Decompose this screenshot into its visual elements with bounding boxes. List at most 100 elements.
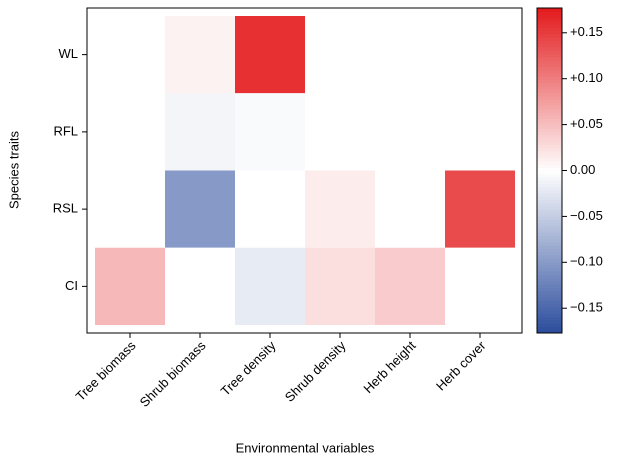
colorbar-segment <box>537 206 562 210</box>
cell <box>95 247 165 325</box>
colorbar-segment <box>537 69 562 74</box>
colorbar-tick-label: +0.05 <box>570 116 603 131</box>
x-tick-label: Shrub density <box>282 338 349 405</box>
colorbar-segment <box>537 222 562 227</box>
colorbar-segment <box>537 183 562 188</box>
colorbar-segment <box>537 274 562 279</box>
colorbar-segment <box>537 27 562 32</box>
colorbar-segment <box>537 326 562 331</box>
y-tick-label: WL <box>59 46 79 61</box>
colorbar-segment <box>537 17 562 22</box>
colorbar-segment <box>537 131 562 136</box>
colorbar-segment <box>537 235 562 240</box>
colorbar-segment <box>537 56 562 61</box>
colorbar-segment <box>537 261 562 266</box>
colorbar-segment <box>537 203 562 207</box>
colorbar-segment <box>537 144 562 149</box>
colorbar-segment <box>537 238 562 243</box>
colorbar-segment <box>537 141 562 145</box>
cell <box>95 16 165 94</box>
colorbar-segment <box>537 73 562 77</box>
cell <box>305 16 375 94</box>
colorbar-segment <box>537 209 562 214</box>
colorbar-segment <box>537 177 562 181</box>
cell <box>445 16 515 94</box>
colorbar-segment <box>537 310 562 314</box>
colorbar-segment <box>537 102 562 106</box>
colorbar-segment <box>537 255 562 259</box>
colorbar-segment <box>537 11 562 15</box>
colorbar-segment <box>537 76 562 80</box>
cell <box>375 93 445 171</box>
colorbar-segment <box>537 245 562 249</box>
colorbar-segment <box>537 128 562 132</box>
colorbar-segment <box>537 323 562 327</box>
x-tick-label: Tree density <box>218 338 279 399</box>
cell <box>235 170 305 248</box>
cell <box>445 93 515 171</box>
colorbar-segment <box>537 219 562 223</box>
colorbar-segment <box>537 313 562 318</box>
colorbar-segment <box>537 320 562 324</box>
colorbar-tick-label: +0.10 <box>570 70 603 85</box>
y-axis-title: Species traits <box>6 130 21 209</box>
colorbar-segment <box>537 216 562 220</box>
cell <box>235 247 305 325</box>
colorbar-segment <box>537 307 562 311</box>
colorbar-segment <box>537 186 562 191</box>
x-tick-label: Herb height <box>360 338 418 396</box>
colorbar-segment <box>537 154 562 158</box>
colorbar-segment <box>537 290 562 295</box>
colorbar-segment <box>537 138 562 142</box>
x-axis-title: Environmental variables <box>236 440 375 455</box>
cell <box>235 93 305 171</box>
colorbar-segment <box>537 86 562 90</box>
colorbar-tick-label: −0.10 <box>570 254 603 269</box>
colorbar-segment <box>537 134 562 139</box>
colorbar-segment <box>537 284 562 288</box>
colorbar-segment <box>537 281 562 285</box>
colorbar-tick-label: −0.05 <box>570 208 603 223</box>
cell <box>375 170 445 248</box>
colorbar-segment <box>537 89 562 93</box>
colorbar-segment <box>537 160 562 165</box>
colorbar-segment <box>537 30 562 35</box>
colorbar-tick-label: +0.15 <box>570 24 603 39</box>
cell <box>375 16 445 94</box>
colorbar-segment <box>537 151 562 155</box>
colorbar-segment <box>537 303 562 308</box>
cell <box>375 247 445 325</box>
colorbar-segment <box>537 118 562 123</box>
colorbar-segment <box>537 190 562 194</box>
colorbar-segment <box>537 115 562 119</box>
colorbar-segment <box>537 63 562 67</box>
colorbar-segment <box>537 251 562 256</box>
colorbar-segment <box>537 8 562 12</box>
cell <box>95 170 165 248</box>
colorbar-segment <box>537 95 562 100</box>
colorbar-segment <box>537 271 562 275</box>
x-tick-label: Shrub biomass <box>137 338 209 410</box>
colorbar-segment <box>537 37 562 41</box>
colorbar-segment <box>537 47 562 51</box>
colorbar-segment <box>537 157 562 162</box>
colorbar-segment <box>537 297 562 301</box>
cell <box>165 93 235 171</box>
cell <box>95 93 165 171</box>
colorbar-segment <box>537 147 562 152</box>
colorbar-segment <box>537 264 562 269</box>
colorbar-segment <box>537 180 562 184</box>
colorbar-segment <box>537 167 562 171</box>
y-tick-label: RFL <box>53 123 78 138</box>
cell <box>165 170 235 248</box>
colorbar-segment <box>537 125 562 129</box>
colorbar-segment <box>537 121 562 126</box>
colorbar-segment <box>537 242 562 246</box>
cell <box>445 170 515 248</box>
cell <box>235 16 305 94</box>
colorbar-segment <box>537 268 562 272</box>
colorbar-segment <box>537 196 562 201</box>
colorbar-segment <box>537 14 562 19</box>
colorbar-segment <box>537 108 562 113</box>
